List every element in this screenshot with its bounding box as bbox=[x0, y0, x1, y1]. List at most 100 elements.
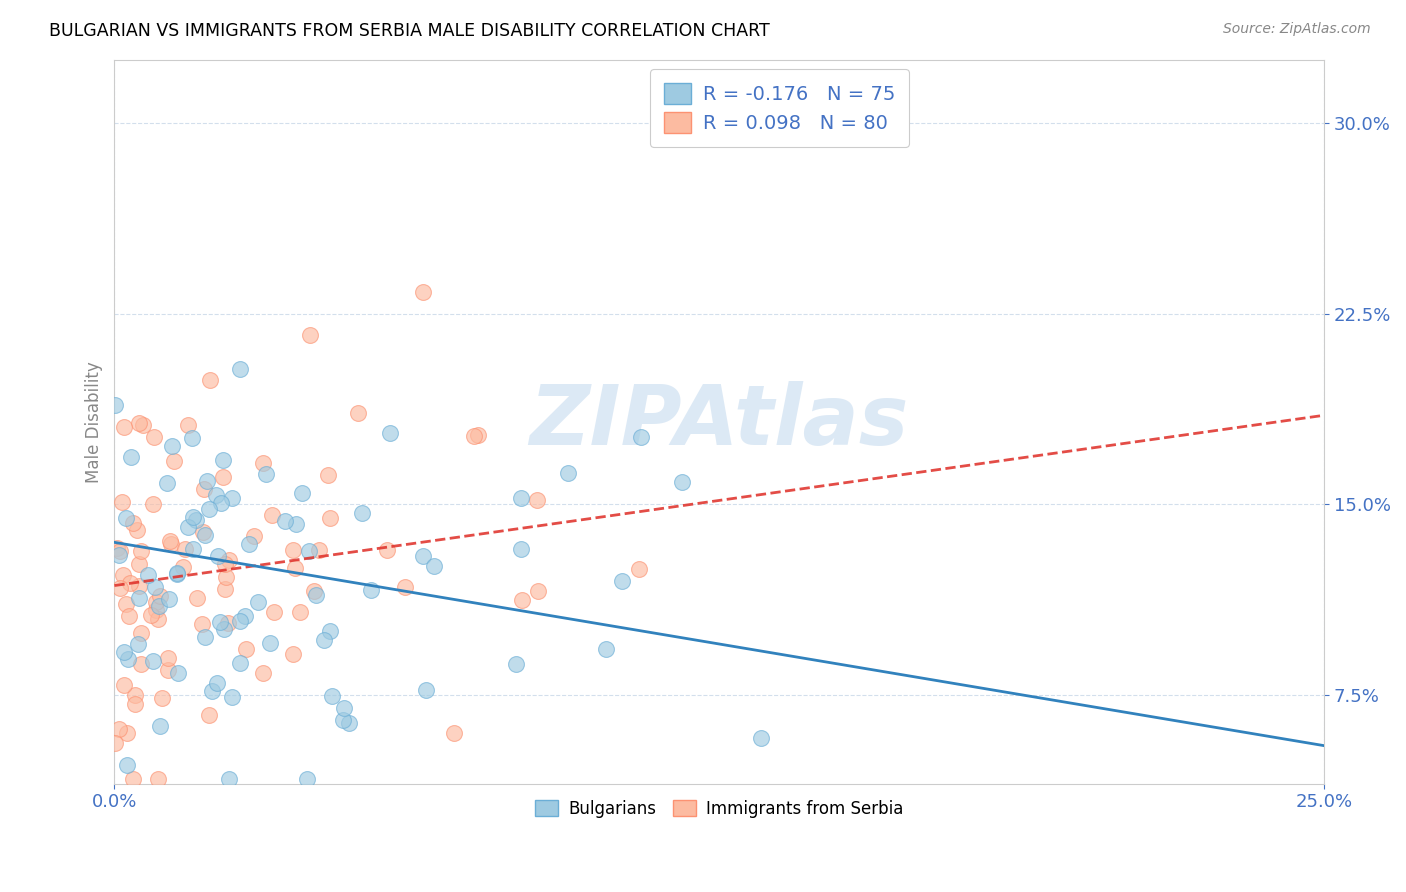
Point bbox=[527, 584, 550, 599]
Point bbox=[166, 566, 188, 580]
Point bbox=[557, 466, 579, 480]
Point bbox=[112, 645, 135, 659]
Point bbox=[252, 456, 274, 470]
Point bbox=[346, 407, 368, 421]
Y-axis label: Male Disability: Male Disability bbox=[86, 360, 103, 483]
Point bbox=[209, 496, 232, 510]
Point bbox=[193, 524, 215, 539]
Point bbox=[394, 581, 416, 595]
Point bbox=[262, 508, 284, 523]
Point bbox=[148, 599, 170, 613]
Point bbox=[124, 688, 146, 702]
Point bbox=[181, 542, 204, 557]
Point bbox=[117, 652, 139, 666]
Point bbox=[197, 502, 219, 516]
Point bbox=[177, 520, 200, 534]
Point bbox=[201, 683, 224, 698]
Point bbox=[467, 428, 489, 442]
Point bbox=[290, 605, 312, 619]
Point bbox=[214, 570, 236, 584]
Point bbox=[104, 736, 127, 750]
Point bbox=[128, 558, 150, 572]
Point bbox=[143, 430, 166, 444]
Point bbox=[526, 492, 548, 507]
Point bbox=[190, 617, 212, 632]
Point bbox=[221, 690, 243, 704]
Point bbox=[214, 622, 236, 636]
Point bbox=[318, 624, 340, 639]
Point bbox=[510, 542, 533, 557]
Point bbox=[194, 630, 217, 644]
Point bbox=[198, 373, 221, 387]
Point bbox=[112, 678, 135, 692]
Point bbox=[305, 587, 328, 601]
Point bbox=[610, 574, 633, 589]
Point bbox=[121, 772, 143, 786]
Point bbox=[107, 548, 129, 562]
Point bbox=[229, 361, 252, 376]
Point bbox=[195, 474, 218, 488]
Point bbox=[124, 698, 146, 712]
Point bbox=[150, 690, 173, 705]
Point bbox=[505, 657, 527, 671]
Point bbox=[332, 713, 354, 727]
Point bbox=[281, 647, 304, 661]
Point bbox=[229, 614, 252, 628]
Point bbox=[298, 543, 321, 558]
Point bbox=[132, 418, 155, 433]
Point bbox=[218, 772, 240, 786]
Text: ZIPAtlas: ZIPAtlas bbox=[530, 381, 908, 462]
Point bbox=[111, 567, 134, 582]
Point bbox=[218, 553, 240, 567]
Point bbox=[131, 657, 153, 671]
Point bbox=[228, 656, 250, 670]
Point bbox=[111, 495, 134, 509]
Point bbox=[295, 772, 318, 786]
Point bbox=[319, 511, 342, 525]
Point bbox=[115, 725, 138, 739]
Point bbox=[205, 676, 228, 690]
Point bbox=[375, 542, 398, 557]
Point bbox=[415, 682, 437, 697]
Point bbox=[211, 452, 233, 467]
Point bbox=[205, 488, 228, 502]
Point bbox=[235, 641, 257, 656]
Point bbox=[352, 506, 374, 520]
Point bbox=[299, 328, 322, 343]
Point bbox=[312, 632, 335, 647]
Point bbox=[148, 612, 170, 626]
Point bbox=[173, 542, 195, 557]
Point bbox=[339, 715, 361, 730]
Text: Source: ZipAtlas.com: Source: ZipAtlas.com bbox=[1223, 22, 1371, 37]
Point bbox=[198, 707, 221, 722]
Point bbox=[284, 516, 307, 531]
Point bbox=[143, 580, 166, 594]
Point bbox=[284, 560, 307, 574]
Point bbox=[247, 595, 270, 609]
Point bbox=[193, 483, 215, 497]
Point bbox=[671, 475, 693, 490]
Point bbox=[252, 665, 274, 680]
Point bbox=[166, 567, 188, 582]
Point bbox=[142, 654, 165, 668]
Point bbox=[509, 491, 531, 505]
Point bbox=[127, 637, 149, 651]
Point bbox=[156, 475, 179, 490]
Point bbox=[128, 591, 150, 606]
Point bbox=[121, 516, 143, 531]
Point bbox=[180, 431, 202, 445]
Point bbox=[274, 515, 297, 529]
Point bbox=[148, 772, 170, 786]
Text: BULGARIAN VS IMMIGRANTS FROM SERBIA MALE DISABILITY CORRELATION CHART: BULGARIAN VS IMMIGRANTS FROM SERBIA MALE… bbox=[49, 22, 770, 40]
Point bbox=[214, 557, 236, 571]
Point bbox=[263, 605, 285, 619]
Point bbox=[412, 285, 434, 299]
Point bbox=[139, 608, 162, 623]
Point bbox=[235, 609, 257, 624]
Point bbox=[108, 544, 131, 558]
Point bbox=[157, 650, 180, 665]
Point bbox=[115, 758, 138, 772]
Point bbox=[256, 467, 278, 481]
Point bbox=[120, 575, 142, 590]
Point bbox=[212, 470, 235, 484]
